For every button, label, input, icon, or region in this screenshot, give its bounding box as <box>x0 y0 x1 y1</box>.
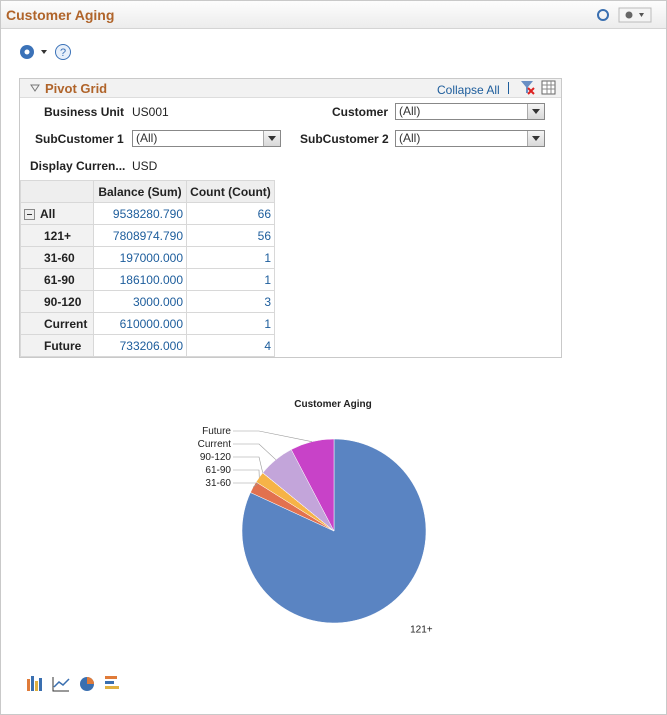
cell-value: 1 <box>264 316 271 331</box>
portlet-header: Customer Aging <box>1 1 666 29</box>
cell: 4 <box>186 334 275 357</box>
cell: 733206.000 <box>93 334 187 357</box>
cell-value: 66 <box>257 206 271 221</box>
cell: 197000.000 <box>93 246 187 269</box>
toolbar-icons[interactable]: ? <box>18 42 74 62</box>
cell-value: 3 <box>264 294 271 309</box>
row-label-text: Future <box>44 338 82 353</box>
pivot-grid-title: Pivot Grid <box>45 81 108 96</box>
cell-value: 197000.000 <box>119 250 183 265</box>
grid-icons[interactable] <box>519 79 559 97</box>
row-label: All <box>20 202 94 225</box>
row-label: 121+ <box>20 224 94 247</box>
cell-value: 3000.000 <box>132 294 183 309</box>
cell: 1 <box>186 268 275 291</box>
row-label: Current <box>20 312 94 335</box>
table-row: Current 610000.000 1 <box>20 312 275 335</box>
filter-label: Display Curren... <box>30 159 126 173</box>
cell: 3000.000 <box>93 290 187 313</box>
leader-line <box>233 430 313 442</box>
cell-value: 4 <box>264 338 271 353</box>
cell-value: 610000.000 <box>119 316 183 331</box>
table-row: 31-60 197000.000 1 <box>20 246 275 269</box>
table-row: All 9538280.790 66 <box>20 202 275 225</box>
select-value: (All) <box>399 104 421 118</box>
pivot-grid-header: Pivot Grid Collapse All <box>20 79 561 98</box>
cell: 7808974.790 <box>93 224 187 247</box>
table-row: Future 733206.000 4 <box>20 334 275 357</box>
cell-value: 1 <box>264 272 271 287</box>
cell: 66 <box>186 202 275 225</box>
filter-label: Customer <box>332 105 389 119</box>
pie-chart: Customer Aging 121+ 31-60 61-90 90-120 Curre… <box>198 399 433 636</box>
select-arrow <box>263 131 280 146</box>
cell: 186100.000 <box>93 268 187 291</box>
cell-value: 186100.000 <box>119 272 183 287</box>
filter-label: SubCustomer 2 <box>300 132 389 146</box>
row-label: Future <box>20 334 94 357</box>
slice-label: Future <box>202 426 231 437</box>
collapse-all-link[interactable]: Collapse All <box>437 83 500 97</box>
table-row: 90-120 3000.000 3 <box>20 290 275 313</box>
portlet-title: Customer Aging <box>6 7 115 23</box>
cell: 56 <box>186 224 275 247</box>
cell: 1 <box>186 246 275 269</box>
pie-slice <box>290 438 335 532</box>
row-label-text: 61-90 <box>44 272 75 287</box>
table-row: 61-90 186100.000 1 <box>20 268 275 291</box>
customer-select[interactable]: (All) <box>395 103 545 120</box>
slice-label: 90-120 <box>200 452 232 463</box>
chart-type-icons[interactable] <box>25 673 125 693</box>
slice-label: 121+ <box>410 625 433 636</box>
row-label-text: 90-120 <box>44 294 82 309</box>
collapse-arrow[interactable] <box>30 84 40 92</box>
header-row: Balance (Sum) Count (Count) <box>20 180 275 203</box>
corner-cell <box>20 180 94 203</box>
pie-slice <box>241 438 427 624</box>
select-arrow <box>527 104 544 119</box>
row-label: 31-60 <box>20 246 94 269</box>
slice-label: 31-60 <box>205 478 231 489</box>
cell: 610000.000 <box>93 312 187 335</box>
pivot-table: Balance (Sum) Count (Count) All 9538280.790… <box>20 180 275 357</box>
separator <box>508 82 509 94</box>
row-label: 61-90 <box>20 268 94 291</box>
column-header: Count (Count) <box>186 180 275 203</box>
table-row: 121+ 7808974.790 56 <box>20 224 275 247</box>
select-value: (All) <box>399 131 421 145</box>
chart-title: Customer Aging <box>294 399 371 410</box>
cell-value: 9538280.790 <box>112 206 183 221</box>
subcustomer-1-select[interactable]: (All) <box>132 130 281 147</box>
slice-label: 61-90 <box>205 465 231 476</box>
leader-line <box>233 469 260 478</box>
pivot-grid: Pivot Grid Collapse All Business Unit US… <box>19 78 562 358</box>
row-label-text: 121+ <box>44 228 72 243</box>
cell-value: 7808974.790 <box>112 228 183 243</box>
row-label-text: Current <box>44 316 88 331</box>
cell-value: 56 <box>257 228 271 243</box>
row-label-text: All <box>40 206 56 221</box>
filter-value: USD <box>132 159 158 173</box>
cell: 9538280.790 <box>93 202 187 225</box>
collapse-button[interactable] <box>24 208 35 220</box>
cell-value: 733206.000 <box>119 338 183 353</box>
cell-value: 1 <box>264 250 271 265</box>
column-header: Balance (Sum) <box>93 180 187 203</box>
select-arrow <box>527 131 544 146</box>
subcustomer-2-select[interactable]: (All) <box>395 130 545 147</box>
select-value: (All) <box>136 131 158 145</box>
svg-text:?: ? <box>60 47 66 59</box>
row-label-text: 31-60 <box>44 250 75 265</box>
filter-value: US001 <box>132 105 169 119</box>
filter-label: Business Unit <box>44 105 125 119</box>
leader-line <box>233 456 264 473</box>
row-label: 90-120 <box>20 290 94 313</box>
header-icons[interactable] <box>595 7 655 23</box>
cell: 1 <box>186 312 275 335</box>
filter-label: SubCustomer 1 <box>35 132 124 146</box>
cell: 3 <box>186 290 275 313</box>
slice-label: Current <box>198 439 232 450</box>
leader-line <box>233 443 277 460</box>
